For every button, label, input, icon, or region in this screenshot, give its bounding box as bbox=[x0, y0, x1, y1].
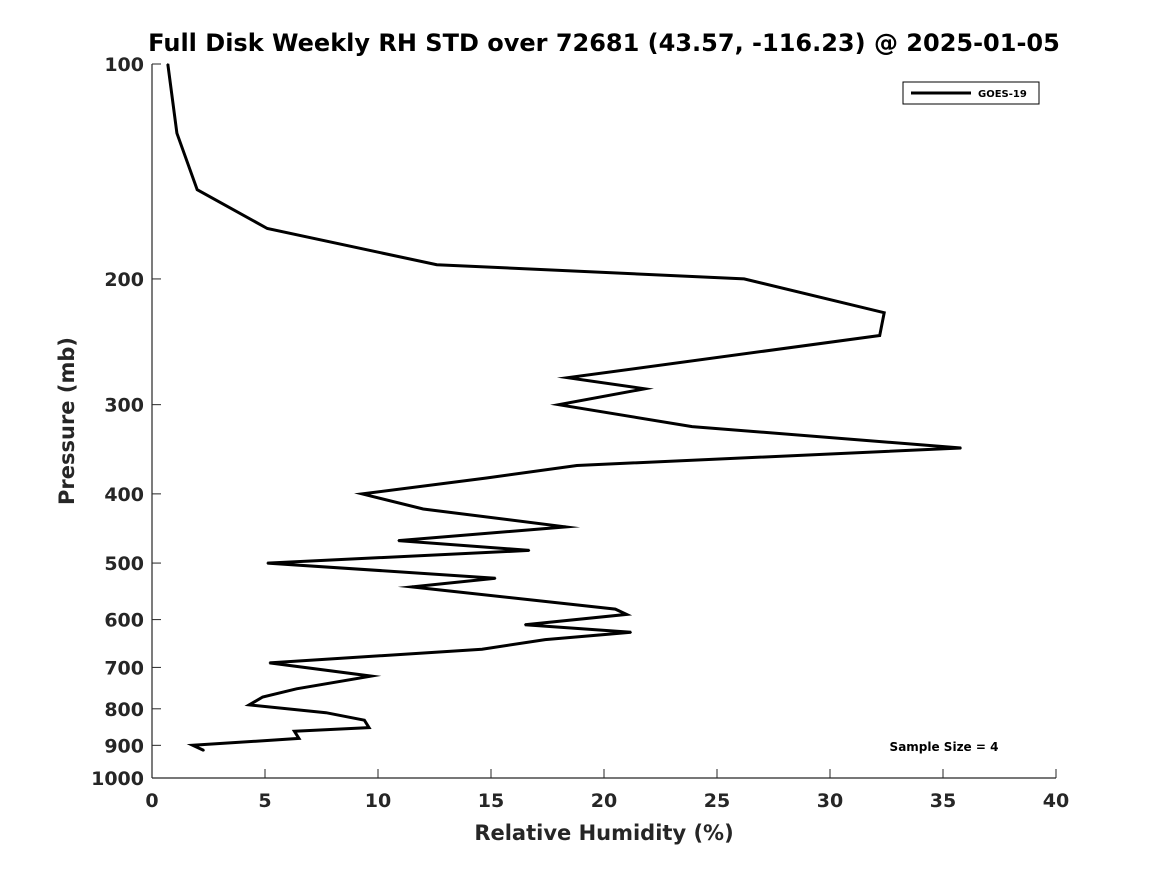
data-point bbox=[261, 696, 264, 698]
data-point bbox=[203, 749, 205, 752]
data-point bbox=[363, 719, 366, 721]
legend: GOES-19 bbox=[902, 81, 1040, 105]
data-point bbox=[176, 132, 178, 134]
data-point bbox=[196, 188, 198, 191]
data-point bbox=[370, 675, 373, 677]
data-point bbox=[293, 730, 296, 732]
plot-axes: 0 5 10 15 20 25 30 35 40 100 200 300 400 500 600 700 800… bbox=[91, 54, 1069, 812]
data-point bbox=[266, 227, 269, 230]
data-point bbox=[743, 278, 745, 280]
data-point bbox=[422, 508, 425, 510]
data-point bbox=[266, 562, 269, 564]
data-point bbox=[691, 425, 693, 428]
y-tick-label: 500 bbox=[104, 553, 144, 575]
data-point bbox=[558, 403, 560, 406]
x-tick-label: 40 bbox=[1043, 790, 1069, 812]
data-point bbox=[494, 577, 497, 579]
y-tick-label: 300 bbox=[104, 395, 144, 417]
chart-title: Full Disk Weekly RH STD over 72681 (43.5… bbox=[148, 29, 1060, 57]
data-point bbox=[883, 311, 885, 314]
x-tick-label: 5 bbox=[258, 790, 271, 812]
y-axis-label: Pressure (mb) bbox=[55, 337, 79, 505]
data-point bbox=[528, 549, 531, 552]
data-point bbox=[268, 662, 271, 664]
y-tick-label: 1000 bbox=[91, 768, 144, 790]
data-point bbox=[960, 447, 962, 449]
data-point bbox=[191, 744, 194, 747]
y-tick-label: 100 bbox=[104, 54, 144, 76]
data-point bbox=[167, 63, 169, 65]
legend-label: GOES-19 bbox=[978, 89, 1027, 100]
data-point bbox=[368, 726, 370, 729]
y-tick-label: 700 bbox=[104, 657, 144, 679]
x-axis-label: Relative Humidity (%) bbox=[474, 821, 733, 845]
y-tick-label: 600 bbox=[104, 610, 144, 632]
data-point bbox=[325, 711, 327, 714]
y-tick-label: 900 bbox=[104, 735, 144, 757]
data-point bbox=[564, 526, 567, 528]
data-point bbox=[298, 737, 300, 740]
x-tick-label: 15 bbox=[478, 790, 504, 812]
data-point bbox=[295, 688, 298, 690]
x-tick-label: 35 bbox=[930, 790, 956, 812]
x-tick-label: 10 bbox=[365, 790, 391, 812]
data-point bbox=[630, 631, 632, 634]
data-point bbox=[614, 608, 617, 610]
data-point bbox=[643, 388, 646, 390]
data-point bbox=[878, 334, 881, 337]
data-point bbox=[625, 613, 628, 616]
sample-size-annotation: Sample Size = 4 bbox=[890, 740, 999, 754]
data-point bbox=[544, 638, 546, 641]
x-tick-label: 20 bbox=[591, 790, 617, 812]
data-point bbox=[248, 704, 250, 706]
series-layer bbox=[166, 63, 962, 752]
data-point bbox=[481, 648, 483, 650]
data-point bbox=[411, 586, 413, 588]
data-point bbox=[485, 477, 488, 479]
data-point bbox=[436, 263, 438, 266]
y-tick-label: 400 bbox=[104, 484, 144, 506]
data-point bbox=[361, 493, 364, 495]
x-tick-label: 0 bbox=[145, 790, 158, 812]
data-point bbox=[524, 623, 526, 626]
x-tick-label: 25 bbox=[704, 790, 730, 812]
y-tick-label: 800 bbox=[104, 699, 144, 721]
y-tick-label: 200 bbox=[104, 269, 144, 291]
x-tick-label: 30 bbox=[817, 790, 843, 812]
data-point bbox=[567, 376, 569, 379]
data-point bbox=[397, 539, 400, 542]
data-point bbox=[576, 464, 578, 467]
